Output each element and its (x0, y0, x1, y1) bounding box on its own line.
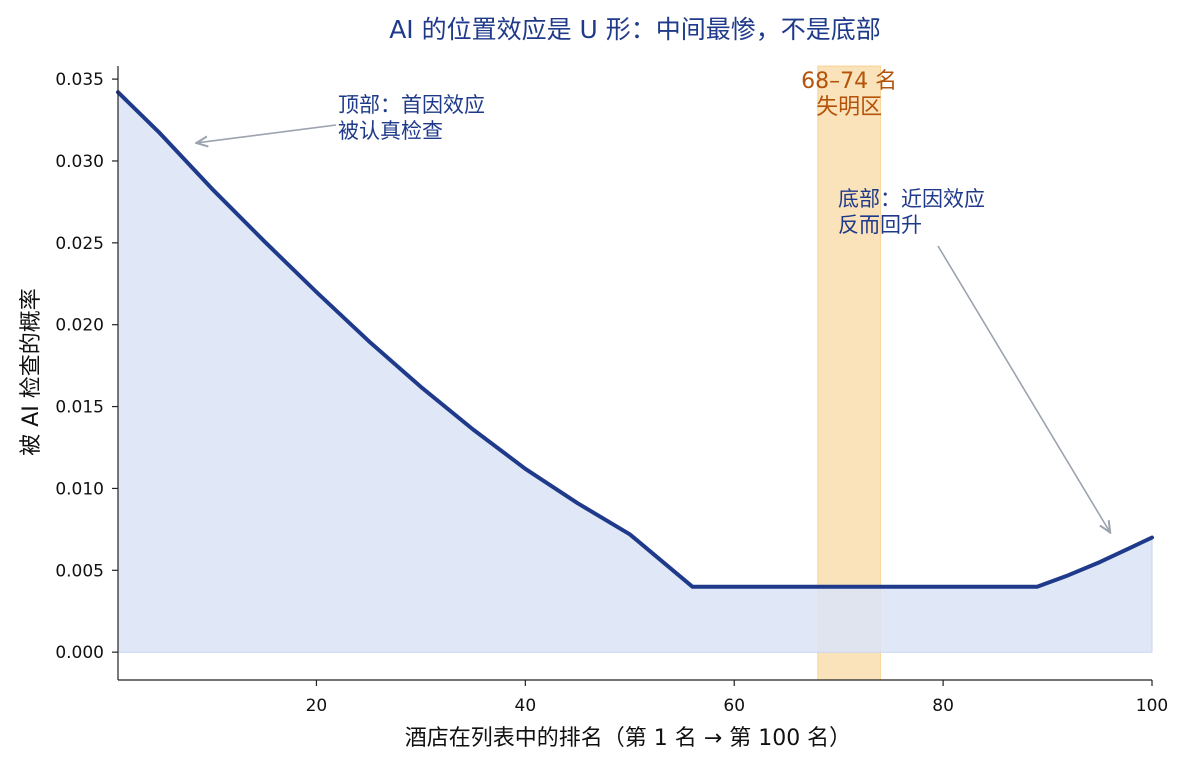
y-tick-label: 0.025 (55, 234, 104, 254)
chart-title: AI 的位置效应是 U 形：中间最惨，不是底部 (389, 15, 881, 44)
y-tick-label: 0.010 (55, 479, 104, 499)
highlight-band (817, 65, 881, 681)
band-label-line: 失明区 (816, 95, 882, 120)
annotation-arrow (196, 124, 337, 143)
y-tick-label: 0.015 (55, 398, 104, 418)
series-line (116, 90, 1154, 589)
annotation-arrow (937, 245, 1110, 533)
y-tick-label: 0.000 (55, 643, 104, 663)
x-tick-label: 80 (932, 696, 954, 716)
y-axis-title: 被 AI 检查的概率 (19, 288, 44, 456)
area-layer (116, 90, 1154, 653)
axes-layer: 20 40 60 80 100 0.000 0.005 0.010 0.015 0.020 0.02… (55, 66, 1168, 716)
annotation-text-line: 底部：近因效应 (838, 187, 985, 211)
x-tick-label: 100 (1136, 696, 1168, 716)
y-tick-label: 0.035 (55, 70, 104, 90)
band-label-line: 68–74 名 (801, 69, 897, 94)
y-tick-label: 0.030 (55, 152, 104, 172)
y-tick-label: 0.020 (55, 316, 104, 336)
annotation-text-line: 被认真检查 (338, 119, 443, 143)
annotation-text-line: 顶部：首因效应 (338, 93, 485, 117)
series-area-fill (117, 91, 1153, 653)
x-axis-title: 酒店在列表中的排名（第 1 名 → 第 100 名） (405, 726, 851, 751)
y-tick-label: 0.005 (55, 561, 104, 581)
annotation-text-line: 反而回升 (838, 213, 922, 237)
x-tick-label: 60 (723, 696, 745, 716)
x-tick-label: 40 (515, 696, 537, 716)
x-tick-label: 20 (306, 696, 328, 716)
